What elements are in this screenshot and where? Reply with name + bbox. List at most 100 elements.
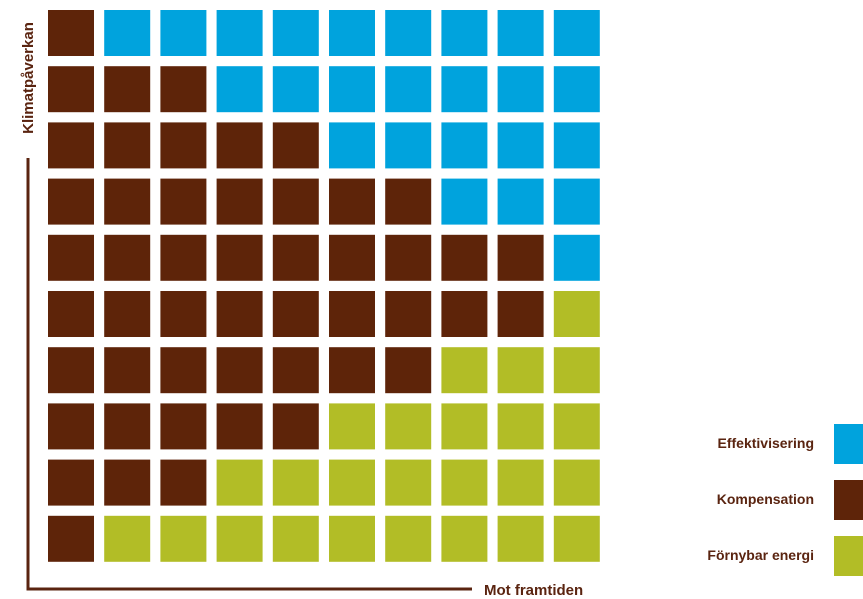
- waffle-cell-effektivisering: [497, 178, 544, 225]
- waffle-cell-kompensation: [272, 122, 319, 169]
- waffle-cell-fornybar-energi: [216, 515, 263, 562]
- waffle-cell-kompensation: [160, 66, 207, 113]
- waffle-cell-effektivisering: [385, 66, 432, 113]
- waffle-cell-fornybar-energi: [272, 459, 319, 506]
- waffle-cell-fornybar-energi: [104, 515, 151, 562]
- waffle-cell-kompensation: [48, 178, 94, 225]
- waffle-cell-fornybar-energi: [553, 515, 600, 562]
- waffle-cell-kompensation: [48, 459, 94, 506]
- waffle-cell-kompensation: [272, 403, 319, 450]
- waffle-cell-fornybar-energi: [329, 459, 375, 506]
- waffle-cell-effektivisering: [497, 10, 544, 56]
- waffle-cell-fornybar-energi: [497, 347, 544, 394]
- waffle-cell-effektivisering: [441, 66, 488, 113]
- waffle-cell-fornybar-energi: [441, 403, 488, 450]
- waffle-cell-effektivisering: [160, 10, 207, 56]
- waffle-cell-kompensation: [272, 178, 319, 225]
- waffle-cell-kompensation: [104, 234, 151, 281]
- waffle-cell-kompensation: [329, 291, 375, 337]
- waffle-cell-kompensation: [104, 66, 151, 113]
- waffle-cell-kompensation: [272, 347, 319, 394]
- legend-label-kompensation: Kompensation: [717, 491, 814, 507]
- waffle-cell-fornybar-energi: [497, 403, 544, 450]
- waffle-cell-fornybar-energi: [385, 459, 432, 506]
- waffle-cell-effektivisering: [329, 10, 375, 56]
- waffle-cell-effektivisering: [272, 66, 319, 113]
- waffle-cell-kompensation: [272, 234, 319, 281]
- waffle-cell-fornybar-energi: [272, 515, 319, 562]
- waffle-cell-kompensation: [441, 291, 488, 337]
- waffle-cell-effektivisering: [441, 178, 488, 225]
- waffle-cell-fornybar-energi: [497, 459, 544, 506]
- waffle-cell-kompensation: [48, 347, 94, 394]
- waffle-cell-kompensation: [216, 178, 263, 225]
- waffle-cell-effektivisering: [272, 10, 319, 56]
- waffle-cell-effektivisering: [385, 122, 432, 169]
- waffle-cell-effektivisering: [329, 66, 375, 113]
- legend-swatch-effektivisering: [834, 424, 863, 464]
- waffle-cell-kompensation: [216, 122, 263, 169]
- waffle-cell-effektivisering: [497, 122, 544, 169]
- waffle-cell-fornybar-energi: [329, 515, 375, 562]
- waffle-cell-fornybar-energi: [160, 515, 207, 562]
- waffle-cell-kompensation: [272, 291, 319, 337]
- waffle-cell-kompensation: [104, 291, 151, 337]
- waffle-cell-fornybar-energi: [329, 403, 375, 450]
- waffle-cell-effektivisering: [104, 10, 151, 56]
- waffle-cell-kompensation: [329, 347, 375, 394]
- waffle-cell-kompensation: [104, 459, 151, 506]
- waffle-cell-kompensation: [160, 122, 207, 169]
- waffle-cell-kompensation: [48, 122, 94, 169]
- waffle-cell-fornybar-energi: [385, 515, 432, 562]
- waffle-cell-fornybar-energi: [553, 291, 600, 337]
- waffle-cell-kompensation: [160, 403, 207, 450]
- waffle-cell-fornybar-energi: [497, 515, 544, 562]
- x-axis-label: Mot framtiden: [484, 582, 583, 599]
- legend-swatch-kompensation: [834, 480, 863, 520]
- legend-label-fornybar-energi: Förnybar energi: [707, 547, 814, 563]
- waffle-cell-kompensation: [329, 234, 375, 281]
- waffle-cell-effektivisering: [553, 234, 600, 281]
- waffle-cell-fornybar-energi: [553, 459, 600, 506]
- legend-swatch-fornybar-energi: [834, 536, 863, 576]
- waffle-cell-effektivisering: [553, 10, 600, 56]
- waffle-cell-effektivisering: [553, 122, 600, 169]
- waffle-cell-fornybar-energi: [553, 347, 600, 394]
- waffle-cell-kompensation: [104, 122, 151, 169]
- waffle-cell-kompensation: [329, 178, 375, 225]
- waffle-cell-fornybar-energi: [553, 403, 600, 450]
- waffle-cell-kompensation: [48, 66, 94, 113]
- waffle-cell-kompensation: [385, 291, 432, 337]
- waffle-cell-kompensation: [104, 178, 151, 225]
- waffle-cell-kompensation: [216, 403, 263, 450]
- waffle-cell-effektivisering: [216, 10, 263, 56]
- waffle-cell-kompensation: [48, 10, 94, 56]
- waffle-cell-kompensation: [160, 178, 207, 225]
- waffle-cell-kompensation: [385, 234, 432, 281]
- waffle-cell-kompensation: [48, 515, 94, 562]
- legend: Effektivisering Kompensation Förnybar ener…: [707, 424, 863, 576]
- waffle-cell-effektivisering: [553, 178, 600, 225]
- waffle-cell-kompensation: [48, 234, 94, 281]
- waffle-cell-kompensation: [216, 234, 263, 281]
- waffle-cell-kompensation: [104, 403, 151, 450]
- waffle-cell-kompensation: [497, 234, 544, 281]
- waffle-cell-kompensation: [160, 234, 207, 281]
- waffle-cell-kompensation: [216, 347, 263, 394]
- waffle-cell-kompensation: [48, 291, 94, 337]
- waffle-grid: [48, 10, 600, 562]
- waffle-cell-kompensation: [385, 178, 432, 225]
- waffle-cell-kompensation: [48, 403, 94, 450]
- waffle-cell-effektivisering: [553, 66, 600, 113]
- waffle-cell-effektivisering: [441, 10, 488, 56]
- waffle-cell-kompensation: [160, 347, 207, 394]
- waffle-cell-kompensation: [104, 347, 151, 394]
- waffle-cell-fornybar-energi: [441, 515, 488, 562]
- waffle-cell-effektivisering: [385, 10, 432, 56]
- waffle-cell-fornybar-energi: [441, 347, 488, 394]
- waffle-cell-kompensation: [216, 291, 263, 337]
- waffle-cell-fornybar-energi: [385, 403, 432, 450]
- y-axis-label: Klimatpåverkan: [20, 22, 37, 134]
- waffle-cell-kompensation: [385, 347, 432, 394]
- waffle-cell-effektivisering: [441, 122, 488, 169]
